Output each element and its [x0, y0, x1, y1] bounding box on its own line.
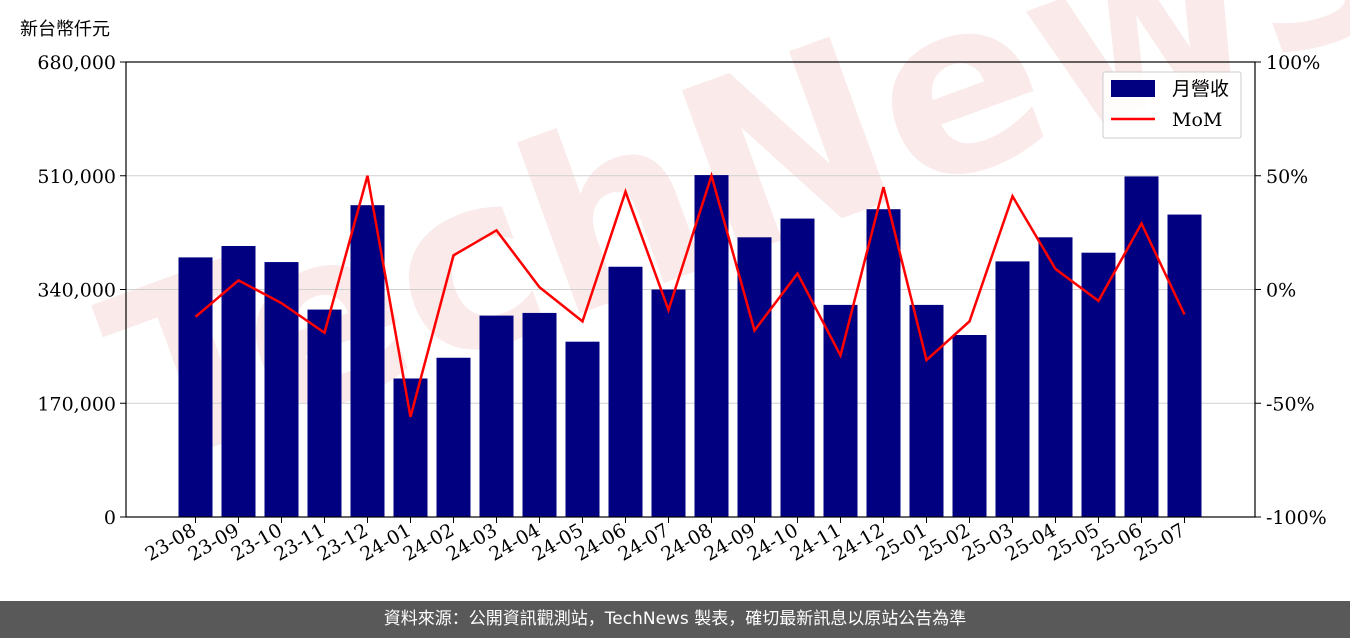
right-tick-label: 0% — [1266, 280, 1296, 302]
revenue-bar — [1081, 252, 1116, 517]
left-tick-label: 510,000 — [37, 166, 116, 188]
revenue-bar — [823, 304, 858, 517]
revenue-bar — [350, 205, 385, 518]
revenue-bar — [565, 341, 600, 517]
mom-line — [194, 171, 1186, 418]
revenue-bar — [178, 257, 213, 517]
revenue-bar — [952, 335, 987, 517]
revenue-bar — [608, 266, 643, 517]
x-tick-label: 25-07 — [1131, 519, 1189, 565]
left-axis-unit-label: 新台幣仟元 — [20, 19, 110, 40]
revenue-bar — [694, 175, 729, 518]
revenue-bar — [1124, 176, 1159, 517]
revenue-bar — [393, 378, 428, 517]
legend-bar-swatch — [1111, 80, 1155, 97]
left-tick-label: 0 — [104, 507, 116, 529]
revenue-bar — [1167, 214, 1202, 517]
revenue-bar — [651, 289, 686, 517]
revenue-bar — [995, 261, 1030, 517]
legend-label-mom: MoM — [1172, 109, 1222, 131]
revenue-bar — [1038, 237, 1073, 517]
revenue-bar — [264, 262, 299, 517]
right-tick-label: -50% — [1266, 393, 1315, 415]
revenue-bar — [780, 218, 815, 517]
revenue-bar — [436, 357, 471, 517]
right-tick-label: 50% — [1266, 166, 1308, 188]
revenue-bar — [866, 209, 901, 518]
right-tick-label: -100% — [1266, 507, 1327, 529]
source-footer: 資料來源：公開資訊觀測站，TechNews 製表，確切最新訊息以原站公告為準 — [0, 601, 1350, 638]
right-tick-label: 100% — [1266, 52, 1320, 74]
revenue-bar — [737, 237, 772, 517]
left-tick-label: 170,000 — [37, 393, 116, 415]
legend-label-revenue: 月營收 — [1172, 78, 1229, 100]
revenue-bar — [307, 309, 342, 517]
revenue-bar — [909, 304, 944, 517]
left-tick-label: 340,000 — [37, 280, 116, 302]
revenue-bar — [479, 315, 514, 517]
left-tick-label: 680,000 — [37, 52, 116, 74]
revenue-bar — [522, 312, 557, 517]
